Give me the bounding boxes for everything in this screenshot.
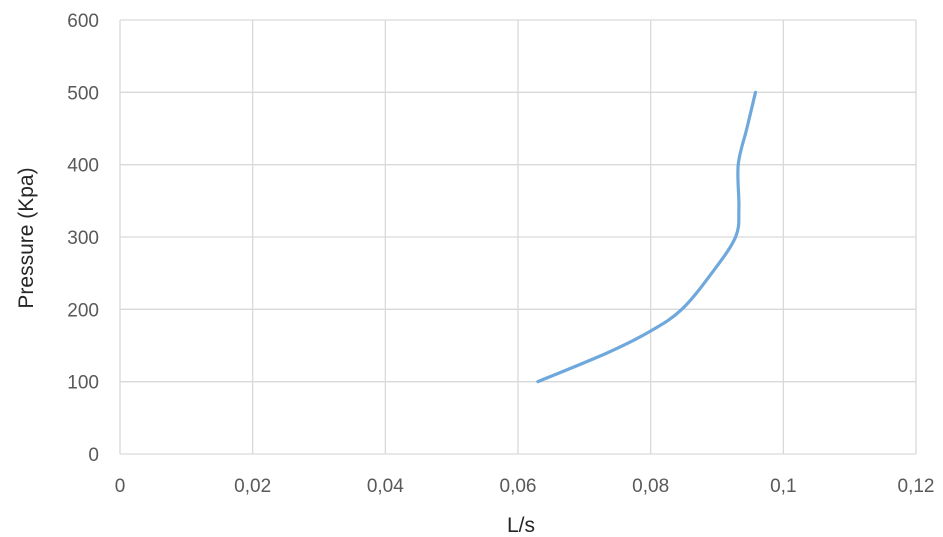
x-axis-title: L/s <box>507 514 535 537</box>
x-tick-label: 0,06 <box>500 476 537 497</box>
y-axis-title: Pressure (Kpa) <box>15 167 38 308</box>
series-line-0 <box>536 90 758 384</box>
y-tick-label: 200 <box>67 300 99 321</box>
x-axis-ticks: 0 0,02 0,04 0,06 0,08 0,1 0,12 <box>115 476 935 497</box>
y-tick-label: 600 <box>67 11 99 32</box>
series-layer <box>536 90 758 384</box>
gridlines <box>119 19 917 455</box>
x-tick-label: 0,02 <box>234 476 271 497</box>
x-tick-label: 0,04 <box>367 476 404 497</box>
y-tick-label: 400 <box>67 156 99 177</box>
x-tick-label: 0,1 <box>770 476 796 497</box>
x-tick-label: 0 <box>115 476 126 497</box>
x-tick-label: 0,08 <box>632 476 669 497</box>
y-tick-label: 300 <box>67 228 99 249</box>
x-tick-label: 0,12 <box>898 476 935 497</box>
y-tick-label: 500 <box>67 83 99 104</box>
y-tick-label: 0 <box>88 445 99 466</box>
y-tick-label: 100 <box>67 373 99 394</box>
y-axis-ticks: 0 100 200 300 400 500 600 <box>67 11 99 466</box>
